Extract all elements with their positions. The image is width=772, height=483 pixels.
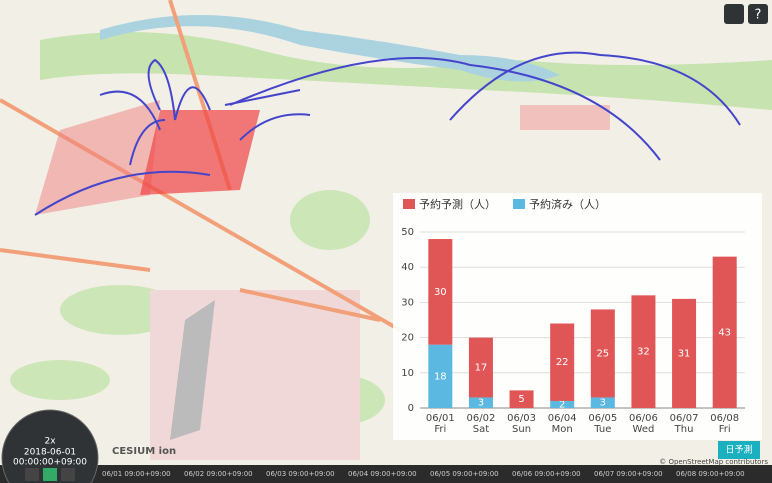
bar: [550, 323, 575, 401]
y-tick-label: 50: [401, 227, 414, 238]
data-label: 2: [559, 399, 565, 410]
timeline-label: 06/08 09:00+09:00: [676, 470, 745, 478]
play-button[interactable]: [61, 468, 75, 481]
data-label: 32: [637, 347, 650, 358]
data-label: 43: [718, 327, 731, 338]
clock-date: 2018-06-01: [24, 448, 76, 458]
x-tick-label: 06/02: [467, 413, 496, 424]
bar: [468, 397, 493, 408]
help-button[interactable]: [748, 4, 768, 24]
bar: [550, 400, 575, 408]
forecast-button-label: 日予測: [725, 444, 752, 456]
x-tick-sublabel: Mon: [552, 424, 573, 435]
x-tick-label: 06/08: [710, 413, 739, 424]
data-label: 22: [556, 357, 569, 368]
home-button[interactable]: [724, 4, 744, 24]
timeline-label: 06/01 09:00+09:00: [102, 470, 171, 478]
map-features: [0, 0, 772, 460]
bar: [428, 344, 453, 408]
y-tick-label: 10: [401, 368, 414, 379]
x-tick-label: 06/03: [507, 413, 536, 424]
timeline-label: 06/03 09:00+09:00: [266, 470, 335, 478]
timeline-label: 06/06 09:00+09:00: [512, 470, 581, 478]
bar: [428, 239, 453, 345]
attribution: © OpenStreetMap contributors: [659, 458, 768, 466]
bar: [468, 337, 493, 398]
data-label: 25: [596, 348, 609, 359]
x-tick-label: 06/06: [629, 413, 658, 424]
top-buttons: ?: [724, 4, 768, 24]
data-label: 31: [678, 348, 691, 359]
data-label: 18: [434, 371, 447, 382]
x-tick-label: 06/05: [588, 413, 617, 424]
x-tick-sublabel: Thu: [674, 424, 694, 435]
timeline-label: 06/05 09:00+09:00: [430, 470, 499, 478]
legend-swatch: [403, 199, 415, 209]
data-label: 5: [518, 394, 524, 405]
bar: [590, 309, 615, 398]
cesium-logo: CESIUM ion: [112, 446, 176, 457]
bar: [712, 256, 737, 408]
bar: [509, 390, 534, 408]
y-tick-label: 30: [401, 297, 414, 308]
data-label: 17: [475, 363, 488, 374]
x-tick-sublabel: Sat: [473, 424, 489, 435]
x-tick-sublabel: Sun: [512, 424, 531, 435]
pause-button[interactable]: [43, 468, 57, 481]
help-icon: ?: [755, 8, 762, 23]
x-tick-sublabel: Wed: [633, 424, 655, 435]
x-tick-sublabel: Tue: [593, 424, 611, 435]
x-tick-sublabel: Fri: [434, 424, 446, 435]
legend-label: 予約予測（人）: [419, 197, 496, 211]
timeline-label: 06/07 09:00+09:00: [594, 470, 663, 478]
bar: [631, 295, 656, 408]
legend-label: 予約済み（人）: [529, 197, 606, 211]
reverse-button[interactable]: [25, 468, 39, 481]
y-tick-label: 40: [401, 262, 414, 273]
timeline-label: 06/02 09:00+09:00: [184, 470, 253, 478]
x-tick-label: 06/01: [426, 413, 455, 424]
y-tick-label: 20: [401, 333, 414, 344]
x-tick-sublabel: Fri: [719, 424, 731, 435]
y-tick-label: 0: [408, 403, 414, 414]
data-label: 3: [478, 398, 484, 409]
chart-panel: [393, 193, 762, 440]
bar: [590, 397, 615, 408]
clock-time: 00:00:00+09:00: [13, 458, 87, 468]
timeline[interactable]: [0, 465, 772, 483]
clock-widget: [1, 409, 99, 483]
forecast-button[interactable]: [718, 441, 760, 459]
x-tick-label: 06/04: [548, 413, 577, 424]
clock-speed: 2x: [44, 437, 56, 447]
x-tick-label: 06/07: [670, 413, 699, 424]
data-label: 30: [434, 287, 447, 298]
legend-swatch: [513, 199, 525, 209]
bar: [672, 298, 697, 408]
timeline-label: 06/04 09:00+09:00: [348, 470, 417, 478]
data-label: 3: [600, 398, 606, 409]
